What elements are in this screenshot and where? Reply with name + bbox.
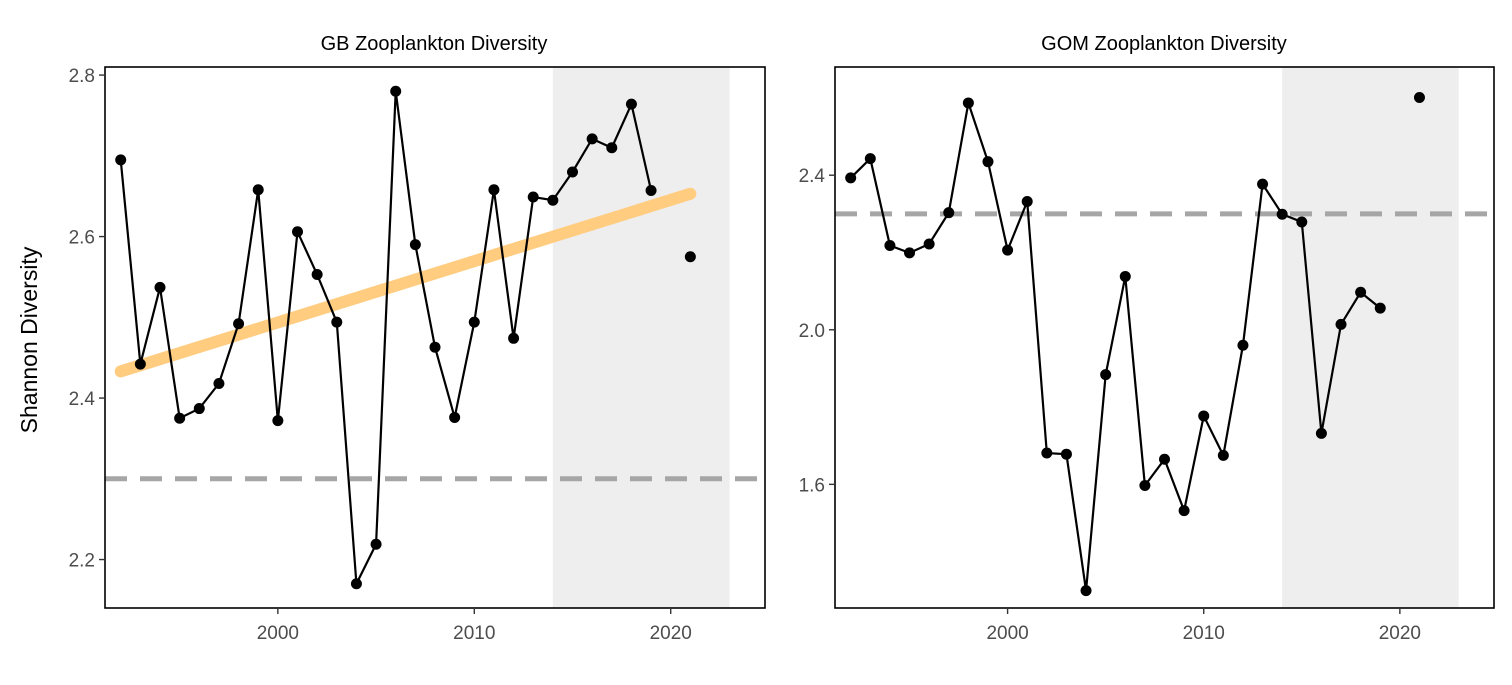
data-point — [174, 412, 186, 424]
series-line — [849, 102, 1381, 591]
data-point — [547, 194, 559, 206]
data-point — [233, 318, 245, 330]
gb-axis-ticks: 2000 2010 2020 2.2 2.4 2.6 2.8 — [69, 66, 692, 644]
y-tick-label: 2.6 — [69, 228, 95, 249]
y-axis-label: Shannon Diversity — [16, 246, 42, 433]
data-point — [390, 85, 402, 97]
y-tick-label: 2.0 — [799, 321, 825, 342]
data-point — [1139, 480, 1151, 492]
data-point — [370, 538, 382, 550]
gb-panel: GB Zooplankton Diversity Shannon Diversi… — [16, 33, 766, 644]
data-point — [1080, 585, 1092, 597]
data-point — [1178, 505, 1190, 517]
data-point — [884, 240, 896, 252]
data-point — [625, 98, 637, 110]
gom-panel: GOM Zooplankton Diversity 2000 2010 2020… — [799, 33, 1495, 644]
data-point — [567, 166, 578, 178]
x-tick-label: 2000 — [257, 623, 299, 644]
data-point — [527, 191, 539, 203]
data-point — [1041, 447, 1053, 459]
x-tick-label: 2020 — [1379, 623, 1421, 644]
data-point — [1217, 449, 1229, 461]
data-point — [134, 358, 146, 370]
gb-panel-title: GB Zooplankton Diversity — [321, 33, 548, 55]
data-point — [193, 403, 205, 415]
data-point — [586, 133, 598, 145]
data-point — [943, 207, 955, 219]
data-point — [684, 251, 696, 263]
data-point — [606, 142, 618, 154]
data-point — [252, 184, 264, 196]
data-point — [1021, 195, 1033, 207]
data-point — [1413, 92, 1425, 104]
data-point — [923, 238, 935, 250]
shaded-period — [1282, 67, 1459, 608]
data-point — [1119, 270, 1131, 282]
data-point — [904, 247, 916, 259]
data-point — [331, 316, 343, 328]
data-point — [1276, 208, 1288, 220]
y-tick-label: 2.4 — [69, 389, 96, 410]
data-point — [468, 316, 480, 328]
panel-border — [104, 66, 766, 609]
data-point — [409, 239, 421, 251]
x-tick-label: 2010 — [453, 623, 495, 644]
data-point — [1374, 302, 1386, 314]
data-point — [449, 411, 461, 423]
data-point — [213, 378, 225, 390]
data-point — [292, 226, 303, 238]
data-point — [962, 97, 974, 109]
data-point — [645, 185, 657, 197]
data-point — [1315, 427, 1327, 439]
data-point — [429, 341, 441, 353]
data-point — [1237, 339, 1249, 351]
gb-plot-area — [99, 66, 766, 614]
data-point — [508, 332, 520, 344]
gom-plot-area — [829, 66, 1495, 614]
x-tick-label: 2000 — [986, 623, 1028, 644]
data-point — [350, 578, 362, 590]
series-line — [119, 91, 653, 588]
data-point — [1060, 448, 1072, 460]
y-tick-label: 1.6 — [799, 475, 825, 496]
data-point — [864, 153, 876, 165]
data-point — [1335, 318, 1347, 330]
x-tick-label: 2020 — [650, 623, 692, 644]
data-point — [982, 156, 994, 168]
y-tick-label: 2.2 — [69, 551, 95, 572]
trend-line — [114, 187, 697, 378]
data-point — [154, 281, 166, 293]
data-point — [311, 269, 323, 281]
data-point — [1296, 216, 1308, 228]
data-point — [1257, 178, 1269, 190]
x-tick-label: 2010 — [1183, 623, 1225, 644]
data-point — [1159, 453, 1170, 465]
gom-panel-title: GOM Zooplankton Diversity — [1041, 33, 1287, 55]
data-point — [1198, 410, 1210, 422]
data-point — [488, 184, 500, 196]
data-point — [845, 172, 857, 184]
data-point — [115, 154, 127, 166]
gom-axis-ticks: 2000 2010 2020 1.6 2.0 2.4 — [799, 166, 1421, 644]
y-tick-label: 2.4 — [799, 166, 826, 187]
data-point — [1002, 244, 1014, 256]
data-point — [1355, 286, 1367, 298]
panel-border — [834, 66, 1495, 609]
data-point — [272, 415, 284, 427]
y-tick-label: 2.8 — [69, 66, 95, 87]
data-point — [1100, 369, 1112, 381]
